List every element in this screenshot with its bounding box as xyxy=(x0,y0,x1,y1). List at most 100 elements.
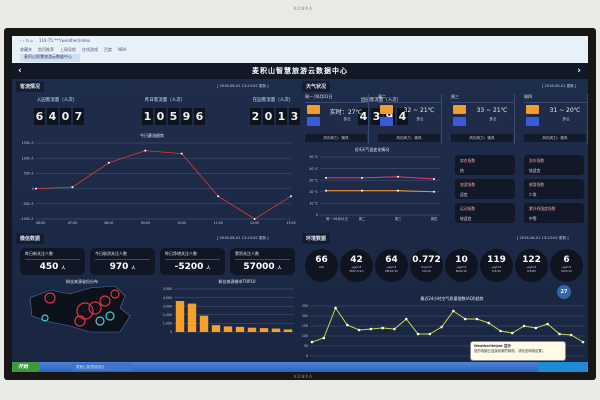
counter-digit: 4 xyxy=(397,108,408,125)
metric-name: O3/8h xyxy=(526,269,537,273)
taskbar-item[interactable]: 麦积山智慧旅游云 xyxy=(72,363,132,371)
metric-name: SO2/1h xyxy=(561,269,572,273)
x-tick-label: 08:00 xyxy=(104,221,113,225)
card-label: 昨日新关注人数 xyxy=(25,251,80,260)
bar xyxy=(199,315,209,332)
card-unit: 人 xyxy=(61,265,66,270)
wechat-card: 累积关注人数 57000 人 xyxy=(230,248,295,275)
address-bar[interactable]: ‹ › ↻ ⌂ 119.75.***/weather/index xyxy=(12,36,588,45)
weather-wind: 风向风力：微风 xyxy=(451,134,513,142)
y-tick-label: 1,000 xyxy=(163,322,172,326)
y-tick-label: 0 xyxy=(170,330,172,334)
data-point xyxy=(369,327,373,331)
sun-cloud-icon xyxy=(307,105,320,114)
bookmarks-bar: 收藏夹 首页推荐 上网导航 在线游戏 百度 NBA xyxy=(12,45,588,54)
weather-day: 周二 32 ~ 21℃ 多云 风向风力：微风 xyxy=(378,94,442,144)
counter-digit: 4 xyxy=(358,108,369,125)
weather-updated: [ 2016-06-01 更新 ] xyxy=(542,84,577,88)
weather-index: 运动指数 较适宜 xyxy=(455,203,515,223)
data-point xyxy=(452,309,455,313)
x-tick-label: 周四 xyxy=(431,216,437,221)
visitor-trend-chart: 1500 人 1000 人 500 人 0 -500 人 -1000 人06:00 07:0… xyxy=(21,141,296,225)
wechat-updated: [ 2016-06-01 13:23:02 更新 ] xyxy=(217,236,269,240)
counter-digit: 7 xyxy=(73,108,84,125)
weather-wind: 风向风力：微风 xyxy=(524,134,586,142)
section-environment: 环境数据 xyxy=(302,233,331,244)
bookmark[interactable]: 百度 xyxy=(104,46,112,52)
weather-day-label: 周一 06月01日 xyxy=(305,94,368,103)
wechat-card: 昨日新关注人数 450 人 xyxy=(20,248,85,275)
counter-label: 昨日客流量（人次） xyxy=(144,98,186,103)
bookmark[interactable]: NBA xyxy=(118,47,127,52)
bookmark[interactable]: 在线游戏 xyxy=(82,46,98,52)
nav-icons[interactable]: ‹ › ↻ ⌂ xyxy=(20,38,33,43)
data-point xyxy=(463,317,467,321)
aqi-chart-title: 最近24小时空气质量指数(AQI)趋势 xyxy=(420,296,484,301)
weather-index: 紫外线强度指数 中等 xyxy=(524,203,584,223)
index-name: 穿衣指数 xyxy=(460,158,476,163)
bar xyxy=(271,328,281,332)
sun-cloud-icon xyxy=(453,105,466,114)
notification-popup[interactable]: WeatherHelper 提示 您的电脑已连接到新的网络，请检查网络设置。 xyxy=(470,341,566,361)
y-tick-label: 0 xyxy=(306,354,308,358)
sun-cloud-icon xyxy=(526,105,539,114)
counter-digit: 3 xyxy=(371,108,382,125)
data-point xyxy=(35,187,37,190)
x-tick-label: 13:00 xyxy=(286,221,295,225)
province-marker xyxy=(110,289,120,299)
bar xyxy=(283,329,293,332)
aqi-bubble[interactable]: 27 xyxy=(557,285,571,299)
counter-label: 在园客流量（人次） xyxy=(252,98,294,103)
moon-cloud-icon xyxy=(307,117,320,126)
weather-temp: 31 ~ 20℃ xyxy=(549,107,581,114)
y-tick-label: 3,000 xyxy=(163,304,172,308)
index-name: 感冒指数 xyxy=(529,182,545,187)
card-value: -5200 xyxy=(174,262,204,272)
weather-index: 穿衣指数热 xyxy=(455,155,515,175)
china-fans-map[interactable] xyxy=(20,285,145,333)
popup-title: WeatherHelper 提示 xyxy=(474,344,511,348)
back-icon[interactable]: ‹ xyxy=(18,66,23,76)
page-title: 麦积山智慧旅游云数据中心 xyxy=(252,67,348,75)
metric-unit: μg/m3 xyxy=(561,265,572,269)
env-metric: 122 μg/m3 O3/8h xyxy=(515,249,548,282)
env-metric: 119 μg/m3 O3/1h xyxy=(480,249,513,282)
bookmark[interactable]: 首页推荐 xyxy=(38,46,54,52)
bookmark[interactable]: 上网导航 xyxy=(60,46,76,52)
bar xyxy=(259,328,269,332)
data-point xyxy=(346,323,349,327)
brand-logo-top: KONKA xyxy=(294,6,313,11)
index-name: 运动指数 xyxy=(460,206,476,211)
index-value: 适宜 xyxy=(460,192,468,197)
counter-digit: 0 xyxy=(263,108,274,125)
forward-icon[interactable]: › xyxy=(577,66,582,76)
data-point xyxy=(569,333,573,337)
visitors-updated: [ 2016-06-01 13:23:02 更新 ] xyxy=(217,84,269,88)
moon-cloud-icon xyxy=(526,117,539,126)
x-tick-label: 12:00 xyxy=(250,221,259,225)
url-field[interactable]: 119.75.***/weather/index xyxy=(38,38,91,43)
metric-unit: μg/m3 xyxy=(456,265,467,269)
metric-value: 66 xyxy=(315,255,328,265)
system-tray[interactable] xyxy=(538,362,588,372)
env-metric: 42 μg/m3 PM2.5/1h xyxy=(340,249,373,282)
data-point xyxy=(397,175,399,178)
index-value: 中等 xyxy=(529,216,537,221)
metric-value: 0.772 xyxy=(412,255,441,265)
data-point xyxy=(397,189,399,192)
data-point xyxy=(361,189,363,192)
card-label: 今日取消关注人数 xyxy=(95,251,150,260)
counter-digit: 4 xyxy=(47,108,58,125)
start-button[interactable]: 开始 xyxy=(12,362,40,372)
province-marker xyxy=(105,311,115,321)
counter-label: 入园客流量（人次） xyxy=(36,98,78,103)
x-tick-label: 周三 xyxy=(395,216,401,221)
data-point xyxy=(325,189,327,192)
bookmark[interactable]: 收藏夹 xyxy=(20,46,32,52)
x-tick-label: 07:00 xyxy=(68,221,77,225)
browser-tab[interactable]: 麦积山智慧旅游云数据中心 xyxy=(20,54,80,62)
metric-value: 119 xyxy=(487,255,506,265)
province-marker xyxy=(88,301,102,315)
y-tick-label: 30 ℃ xyxy=(309,178,318,182)
